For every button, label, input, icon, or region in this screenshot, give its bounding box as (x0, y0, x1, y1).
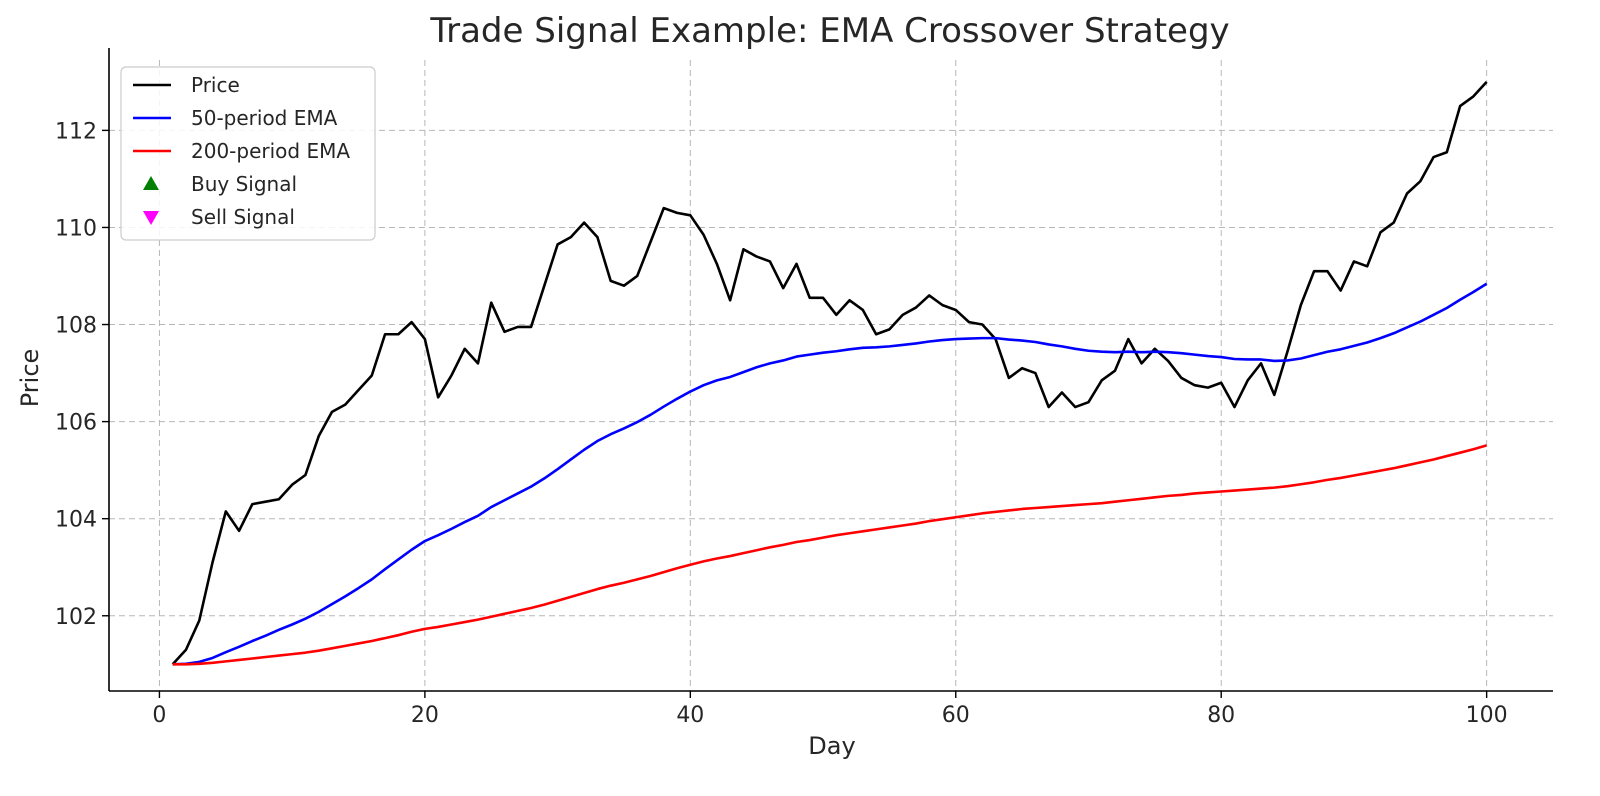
series-line-200-period-ema (172, 444, 1488, 666)
chart-title: Trade Signal Example: EMA Crossover Stra… (429, 11, 1229, 51)
legend-label-200-period-ema: 200-period EMA (191, 139, 350, 163)
series-lines (171, 80, 1488, 666)
x-axis-label: Day (808, 732, 855, 760)
x-tick-label-40: 40 (676, 703, 704, 728)
x-tick-label-0: 0 (152, 703, 166, 728)
y-tick-label-112: 112 (55, 119, 97, 144)
y-axis-label: Price (16, 349, 44, 408)
legend-label-50-period-ema: 50-period EMA (191, 106, 338, 130)
series-line-price (171, 80, 1488, 666)
x-tick-label-60: 60 (942, 703, 970, 728)
axes (108, 48, 1553, 692)
legend-marker-buy-signal (143, 176, 159, 190)
tick-marks: 0 20 40 60 80 100 102 104 106 108 110 112 (55, 119, 1508, 728)
series-line-50-period-ema (172, 282, 1488, 666)
legend-label-buy-signal: Buy Signal (191, 172, 297, 196)
x-tick-label-80: 80 (1207, 703, 1235, 728)
legend-label-sell-signal: Sell Signal (191, 205, 295, 229)
legend-label-price: Price (191, 73, 240, 97)
y-tick-label-110: 110 (55, 216, 97, 241)
legend: Price 50-period EMA 200-period EMA Buy Sign… (120, 66, 376, 241)
y-tick-label-106: 106 (55, 411, 97, 436)
x-tick-label-100: 100 (1466, 703, 1508, 728)
y-tick-label-108: 108 (55, 314, 97, 339)
y-tick-label-104: 104 (55, 508, 97, 533)
legend-box (120, 66, 376, 241)
legend-marker-sell-signal (143, 211, 159, 225)
y-tick-label-102: 102 (55, 605, 97, 630)
x-tick-label-20: 20 (411, 703, 439, 728)
